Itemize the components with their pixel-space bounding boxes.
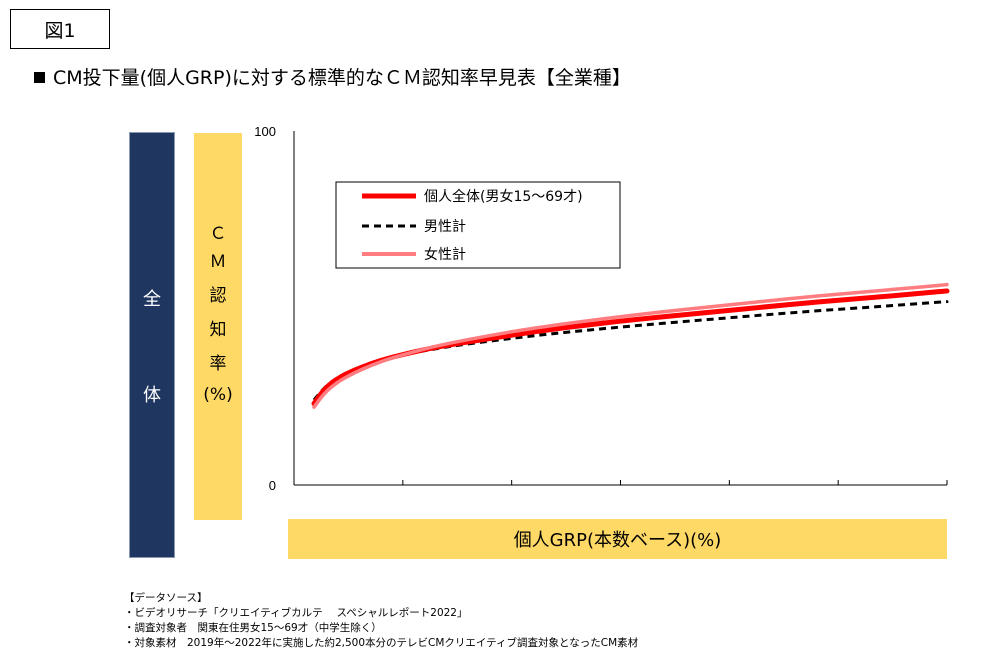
x-axis-band: 個人GRP(本数ベース)(%) xyxy=(288,519,947,559)
segment-char: 全 xyxy=(143,289,161,310)
legend-label-female: 女性計 xyxy=(424,246,466,263)
page-title: CM投下量(個人GRP)に対する標準的なＣＭ認知率早見表【全業種】 xyxy=(34,63,631,90)
series-line-all xyxy=(311,288,950,407)
data-source-notes: 【データソース】 ・ビデオリサーチ「クリエイティブカルテ スペシャルレポート20… xyxy=(124,591,638,651)
y-tick-label-min: 0 xyxy=(269,478,276,493)
series-line-female xyxy=(312,282,949,409)
source-heading: 【データソース】 xyxy=(124,592,208,604)
y-axis-char: (%) xyxy=(203,385,233,405)
source-line: ・調査対象者 関東在住男女15～69才（中学生除く） xyxy=(124,622,382,634)
legend-label-male: 男性計 xyxy=(424,219,466,235)
x-axis-label: 個人GRP(本数ベース)(%) xyxy=(513,530,722,551)
title-text: CM投下量(個人GRP)に対する標準的なＣＭ認知率早見表【全業種】 xyxy=(53,67,631,89)
y-axis-band: Ｃ Ｍ 認 知 率 (%) xyxy=(194,133,242,520)
segment-char: 体 xyxy=(143,385,161,406)
bullet-square-icon xyxy=(34,72,45,83)
y-axis-char: Ｍ xyxy=(209,252,227,272)
y-axis-char: Ｃ xyxy=(209,224,227,244)
y-axis-char: 率 xyxy=(209,354,227,374)
source-line: ・ビデオリサーチ「クリエイティブカルテ スペシャルレポート2022」 xyxy=(124,607,468,619)
y-tick-label-max: 100 xyxy=(254,124,276,139)
y-axis-char: 知 xyxy=(209,320,227,340)
legend-label-all: 個人全体(男女15～69才) xyxy=(424,188,583,205)
figure-label: 図1 xyxy=(10,9,110,49)
legend: 個人全体(男女15～69才) 男性計 女性計 xyxy=(335,181,621,269)
y-axis-char: 認 xyxy=(209,286,227,306)
segment-band-all: 全 体 xyxy=(129,132,175,558)
source-line: ・対象素材 2019年～2022年に実施した約2,500本分のテレビCMクリエイ… xyxy=(124,637,639,649)
